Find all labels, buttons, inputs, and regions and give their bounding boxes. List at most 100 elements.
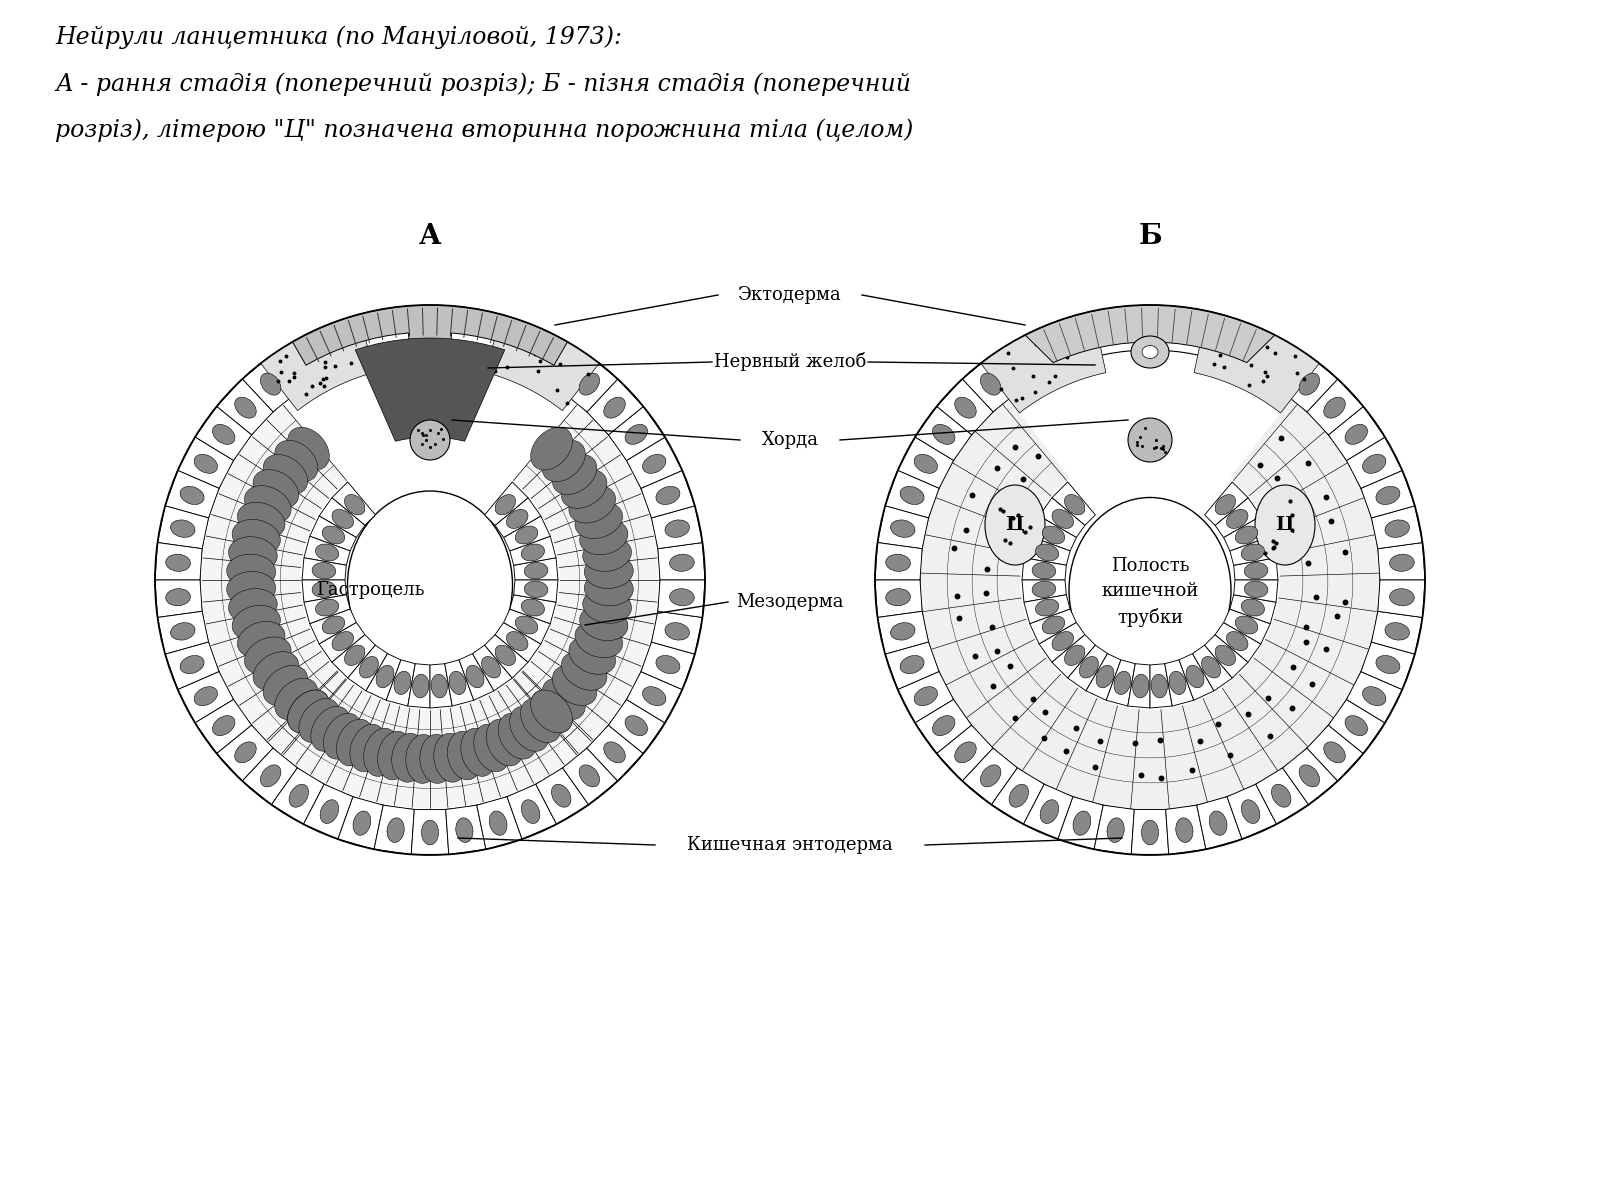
Ellipse shape	[1363, 686, 1386, 706]
Ellipse shape	[570, 486, 616, 523]
Polygon shape	[627, 437, 682, 488]
Polygon shape	[1328, 407, 1386, 461]
Polygon shape	[1067, 646, 1107, 691]
Ellipse shape	[331, 631, 354, 650]
Circle shape	[410, 420, 450, 460]
Text: Ц: Ц	[1006, 516, 1024, 534]
Polygon shape	[1024, 595, 1070, 624]
Polygon shape	[374, 805, 414, 854]
Ellipse shape	[666, 520, 690, 538]
Polygon shape	[608, 407, 666, 461]
Polygon shape	[563, 355, 618, 412]
Polygon shape	[514, 558, 558, 580]
Polygon shape	[885, 642, 939, 690]
Text: А - рання стадія (поперечний розріз); Б - пізня стадія (поперечний: А - рання стадія (поперечний розріз); Б …	[54, 72, 910, 96]
Polygon shape	[627, 672, 682, 722]
Polygon shape	[1224, 610, 1270, 644]
Polygon shape	[1038, 623, 1085, 662]
Polygon shape	[608, 700, 666, 754]
Ellipse shape	[901, 486, 925, 504]
Ellipse shape	[582, 536, 632, 571]
Ellipse shape	[331, 509, 354, 528]
Ellipse shape	[1035, 599, 1059, 616]
Ellipse shape	[522, 544, 544, 560]
Polygon shape	[310, 516, 357, 551]
Ellipse shape	[522, 799, 539, 823]
Ellipse shape	[933, 715, 955, 736]
Ellipse shape	[886, 589, 910, 606]
Ellipse shape	[482, 656, 501, 678]
Polygon shape	[642, 470, 694, 518]
Ellipse shape	[456, 818, 474, 842]
Polygon shape	[1230, 536, 1277, 565]
Polygon shape	[216, 379, 274, 434]
Polygon shape	[411, 810, 448, 854]
Ellipse shape	[582, 589, 632, 623]
Ellipse shape	[171, 623, 195, 640]
Text: Нейрули ланцетника (по Мануіловой, 1973):: Нейрули ланцетника (по Мануіловой, 1973)…	[54, 25, 622, 48]
Polygon shape	[216, 725, 274, 781]
Ellipse shape	[194, 686, 218, 706]
Polygon shape	[304, 785, 354, 839]
Polygon shape	[157, 506, 208, 548]
Polygon shape	[1362, 642, 1414, 690]
Polygon shape	[651, 506, 702, 548]
Polygon shape	[1378, 580, 1426, 618]
Ellipse shape	[981, 373, 1002, 395]
Ellipse shape	[643, 686, 666, 706]
Ellipse shape	[531, 690, 573, 733]
Ellipse shape	[494, 494, 515, 515]
Ellipse shape	[1032, 581, 1056, 598]
Polygon shape	[331, 482, 376, 526]
Polygon shape	[1224, 516, 1270, 551]
Ellipse shape	[312, 581, 336, 598]
Ellipse shape	[288, 690, 330, 733]
Polygon shape	[1205, 635, 1248, 678]
Ellipse shape	[579, 520, 627, 554]
Polygon shape	[486, 314, 600, 410]
Polygon shape	[1256, 768, 1309, 824]
Ellipse shape	[542, 440, 586, 481]
Ellipse shape	[562, 469, 606, 509]
Ellipse shape	[1346, 715, 1368, 736]
Polygon shape	[514, 580, 558, 602]
Ellipse shape	[262, 455, 307, 494]
Ellipse shape	[275, 440, 318, 481]
Text: Хорда: Хорда	[762, 431, 819, 449]
Ellipse shape	[669, 554, 694, 571]
Ellipse shape	[579, 605, 627, 641]
Polygon shape	[658, 542, 706, 580]
Ellipse shape	[1210, 811, 1227, 835]
Polygon shape	[318, 498, 365, 538]
Ellipse shape	[579, 764, 600, 787]
Ellipse shape	[584, 571, 634, 606]
Ellipse shape	[1242, 799, 1259, 823]
Ellipse shape	[1214, 494, 1235, 515]
Text: Ц: Ц	[1275, 516, 1294, 534]
Ellipse shape	[626, 425, 648, 444]
Ellipse shape	[261, 764, 282, 787]
Ellipse shape	[450, 671, 466, 695]
Polygon shape	[1230, 595, 1277, 624]
Ellipse shape	[235, 742, 256, 763]
Ellipse shape	[275, 678, 318, 720]
Ellipse shape	[1051, 509, 1074, 528]
Polygon shape	[408, 664, 430, 708]
Ellipse shape	[603, 397, 626, 418]
Ellipse shape	[603, 742, 626, 763]
Ellipse shape	[570, 637, 616, 674]
Ellipse shape	[507, 509, 528, 528]
Polygon shape	[261, 314, 374, 410]
Ellipse shape	[213, 715, 235, 736]
Ellipse shape	[227, 554, 275, 588]
Polygon shape	[1347, 672, 1402, 722]
Ellipse shape	[515, 526, 538, 544]
Ellipse shape	[347, 491, 512, 679]
Ellipse shape	[986, 485, 1045, 565]
Polygon shape	[651, 611, 702, 654]
Ellipse shape	[579, 373, 600, 395]
Polygon shape	[155, 542, 202, 580]
Polygon shape	[1094, 805, 1134, 854]
Ellipse shape	[461, 728, 496, 776]
Ellipse shape	[1254, 485, 1315, 565]
